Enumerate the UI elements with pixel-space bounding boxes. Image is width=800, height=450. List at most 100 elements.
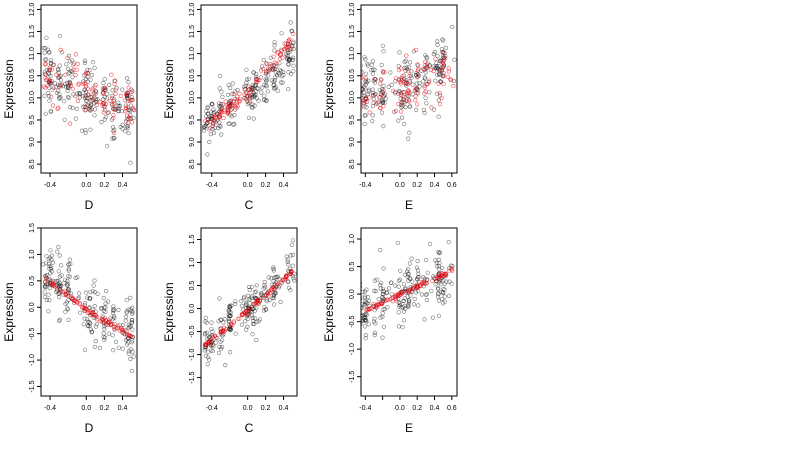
scatter-point: [408, 293, 413, 298]
scatter-point: [424, 292, 429, 298]
scatter-point: [271, 268, 276, 273]
scatter-point: [406, 298, 412, 303]
scatter-point: [254, 283, 259, 288]
scatter-point: [254, 79, 259, 84]
scatter-point: [417, 81, 422, 86]
scatter-point: [55, 67, 61, 72]
scatter-point: [361, 281, 362, 285]
scatter-point: [362, 121, 367, 126]
scatter-point: [113, 339, 119, 345]
scatter-point: [259, 292, 264, 298]
scatter-point: [100, 320, 105, 325]
scatter-point: [272, 302, 277, 307]
scatter-point: [68, 83, 73, 89]
scatter-point: [437, 91, 442, 96]
scatter-point: [41, 84, 47, 89]
scatter-point: [401, 78, 407, 83]
scatter-point: [424, 66, 429, 71]
scatter-point: [398, 268, 403, 273]
scatter-point: [396, 67, 402, 73]
scatter-point: [275, 51, 280, 56]
scatter-point: [422, 63, 427, 68]
scatter-point: [207, 119, 212, 125]
scatter-point: [103, 85, 108, 90]
scatter-point: [218, 124, 223, 129]
scatter-point: [65, 66, 71, 71]
x-axis-title: D: [85, 198, 94, 212]
scatter-point: [450, 24, 455, 30]
y-tick-label: 9.5: [349, 115, 356, 125]
scatter-point: [252, 93, 257, 98]
scatter-point: [255, 77, 260, 83]
scatter-point: [130, 89, 135, 94]
scatter-point: [84, 307, 90, 312]
scatter-point: [63, 292, 68, 297]
plot-frame: [360, 4, 458, 174]
scatter-point: [375, 302, 380, 307]
scatter-point: [89, 88, 95, 93]
scatter-point: [379, 302, 385, 307]
scatter-point: [407, 99, 412, 104]
scatter-point: [120, 87, 125, 92]
scatter-point: [82, 107, 87, 113]
scatter-point: [221, 115, 226, 121]
scatter-point: [393, 294, 398, 299]
scatter-point: [397, 301, 403, 306]
scatter-point: [254, 300, 259, 305]
scatter-point: [405, 294, 410, 299]
scatter-point: [248, 99, 253, 104]
scatter-point: [421, 275, 426, 280]
scatter-point: [416, 66, 421, 72]
scatter-point: [400, 94, 405, 99]
scatter-point: [107, 82, 112, 87]
scatter-point: [379, 280, 384, 285]
plot-frame: [200, 227, 298, 397]
scatter-point: [58, 77, 64, 83]
scatter-point: [440, 37, 445, 42]
scatter-point: [422, 85, 427, 90]
scatter-point: [285, 44, 291, 49]
scatter-point: [66, 268, 71, 273]
scatter-point: [53, 284, 58, 289]
scatter-point: [406, 302, 411, 307]
scatter-point: [128, 295, 133, 301]
scatter-point: [441, 278, 446, 283]
scatter-point: [381, 307, 386, 312]
scatter-point: [397, 88, 402, 93]
scatter-point: [436, 257, 442, 262]
scatter-point: [421, 79, 426, 84]
scatter-point: [244, 77, 250, 82]
scatter-point: [56, 105, 61, 110]
scatter-point: [65, 306, 70, 311]
scatter-point: [233, 301, 238, 307]
scatter-point: [113, 78, 118, 83]
scatter-point: [378, 247, 383, 253]
scatter-point: [126, 107, 131, 112]
scatter-point: [407, 261, 413, 266]
scatter-point: [111, 101, 117, 106]
scatter-point: [277, 56, 283, 62]
scatter-point: [279, 31, 284, 36]
x-tick-label: 0.4: [118, 405, 128, 412]
y-tick-label: 0.0: [189, 304, 196, 314]
scatter-point: [371, 93, 376, 98]
scatter-point: [446, 240, 451, 245]
scatter-point: [66, 274, 71, 279]
scatter-point: [395, 240, 401, 245]
scatter-point: [272, 48, 277, 53]
scatter-point: [272, 291, 277, 296]
scatter-point: [272, 85, 277, 91]
scatter-point: [126, 85, 131, 90]
x-tick-label: 0.4: [430, 182, 440, 189]
scatter-point: [124, 124, 129, 129]
scatter-point: [419, 292, 425, 297]
y-tick-label: 12.0: [189, 3, 196, 17]
scatter-point: [367, 306, 372, 312]
scatter-point: [126, 351, 131, 356]
scatter-point: [94, 322, 99, 327]
scatter-point: [372, 333, 377, 338]
scatter-point: [262, 97, 267, 102]
scatter-point: [389, 296, 394, 301]
scatter-point: [227, 327, 232, 332]
scatter-point: [406, 90, 411, 95]
